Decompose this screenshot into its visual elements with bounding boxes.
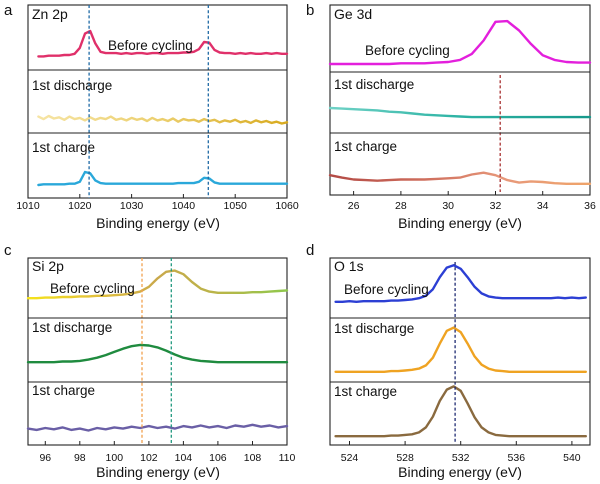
panel-frame	[27, 4, 288, 199]
x-tick-label: 532	[452, 452, 470, 464]
panel-frame	[329, 257, 591, 446]
panel-letter: a	[4, 2, 13, 19]
panel-letter: c	[4, 242, 12, 259]
series-label-before-cycling: Before cycling	[365, 43, 450, 58]
x-axis-label: Binding energy (eV)	[398, 464, 522, 480]
x-tick-label: 106	[209, 452, 227, 464]
panel-frame	[27, 257, 288, 446]
panel-c: 96 98 100 102 104 106 108 110 Before cycling 1st …	[4, 242, 296, 480]
series-label-before-cycling: Before cycling	[108, 38, 193, 53]
element-label: Zn 2p	[32, 6, 68, 22]
series-label-1st-discharge: 1st discharge	[32, 320, 112, 335]
trace-1st-charge	[26, 423, 289, 432]
element-label: Si 2p	[32, 258, 64, 274]
element-label: Ge 3d	[334, 6, 372, 22]
trace-before-cycling	[37, 29, 289, 58]
x-tick-label: 1020	[68, 200, 92, 212]
series-label-1st-charge: 1st charge	[32, 140, 95, 155]
trace-1st-charge	[37, 170, 289, 187]
panel-letter: b	[306, 2, 314, 19]
panel-frame	[329, 4, 591, 196]
series-label-before-cycling: Before cycling	[344, 282, 429, 297]
x-tick-label: 110	[279, 452, 296, 464]
x-tick-label: 26	[348, 200, 360, 212]
trace-1st-discharge	[37, 114, 289, 125]
x-tick-label: 536	[508, 452, 526, 464]
trace-1st-charge	[334, 385, 587, 438]
x-tick-label: 1050	[224, 200, 248, 212]
x-tick-label: 34	[537, 200, 549, 212]
trace-before-cycling	[334, 264, 587, 303]
x-tick-label: 1040	[172, 200, 196, 212]
trace-1st-discharge	[328, 106, 592, 119]
x-tick-label: 96	[39, 452, 51, 464]
x-tick-label: 108	[244, 452, 262, 464]
x-tick-label: 1010	[16, 200, 40, 212]
trace-1st-discharge	[334, 326, 587, 373]
series-label-1st-charge: 1st charge	[334, 384, 397, 399]
trace-1st-discharge	[26, 343, 289, 364]
x-tick-label: 28	[395, 200, 407, 212]
panel-letter: d	[306, 242, 314, 259]
panel-b: 26 28 30 32 34 36 Before cycling 1st discharge 1…	[306, 2, 596, 231]
series-label-1st-charge: 1st charge	[32, 383, 95, 398]
trace-before-cycling	[328, 19, 592, 66]
series-label-before-cycling: Before cycling	[50, 281, 135, 296]
x-tick-label: 1060	[275, 200, 299, 212]
x-axis-label: Binding energy (eV)	[398, 215, 522, 231]
x-axis-label: Binding energy (eV)	[96, 464, 220, 480]
x-tick-label: 524	[341, 452, 359, 464]
x-tick-label: 100	[106, 452, 124, 464]
trace-1st-charge	[328, 171, 592, 186]
x-tick-label: 30	[442, 200, 454, 212]
x-tick-label: 1030	[120, 200, 144, 212]
x-tick-label: 104	[175, 452, 193, 464]
series-label-1st-discharge: 1st discharge	[334, 77, 414, 92]
x-axis-label: Binding energy (eV)	[96, 215, 220, 231]
trace-before-cycling	[26, 269, 289, 300]
x-tick-label: 98	[74, 452, 86, 464]
panel-a: 1010 1020 1030 1040 1050 1060 Before cycling 1s…	[4, 2, 299, 231]
x-tick-label: 32	[490, 200, 502, 212]
x-tick-label: 36	[584, 200, 596, 212]
x-tick-label: 540	[563, 452, 581, 464]
x-tick-label: 102	[140, 452, 158, 464]
element-label: O 1s	[334, 258, 364, 274]
series-label-1st-charge: 1st charge	[334, 139, 397, 154]
series-label-1st-discharge: 1st discharge	[32, 78, 112, 93]
series-label-1st-discharge: 1st discharge	[334, 321, 414, 336]
x-tick-label: 528	[396, 452, 414, 464]
panel-d: 524 528 532 536 540 Before cycling 1st dischar…	[306, 242, 591, 480]
